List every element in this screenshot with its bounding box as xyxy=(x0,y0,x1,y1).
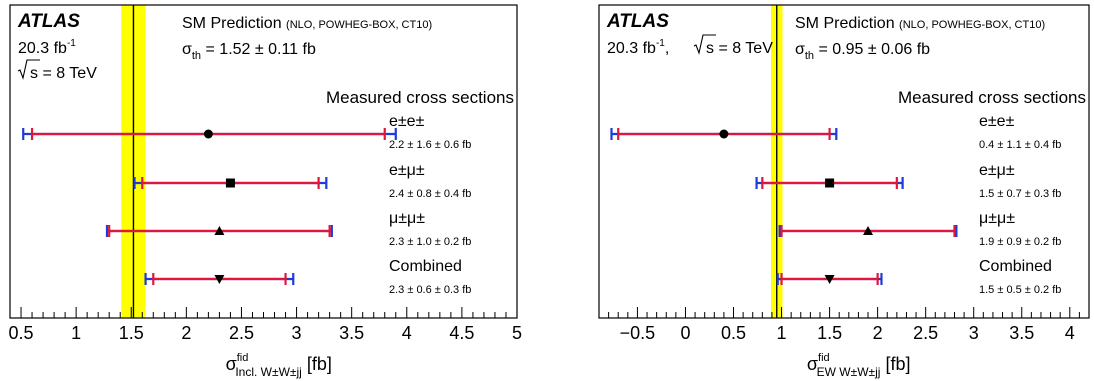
sm-prediction-value: σth = 0.95 ± 0.06 fb xyxy=(795,41,930,62)
sm-sigma-symbol: σ xyxy=(182,41,192,58)
luminosity-label: 20.3 fb-1, xyxy=(607,38,669,57)
x-axis-label: σfid EW W±W±jj [fb] xyxy=(807,352,911,379)
sm-sigma-subscript: th xyxy=(805,50,814,62)
x-tick-label: 4 xyxy=(1065,323,1075,343)
x-axis-label-superscript: fid xyxy=(818,352,830,364)
x-tick-label: 0.5 xyxy=(721,323,746,343)
x-tick-label: 1.5 xyxy=(817,323,842,343)
x-tick-label: 3 xyxy=(292,323,302,343)
x-tick-label: 2.5 xyxy=(913,323,938,343)
x-axis-label-symbol: σ xyxy=(807,354,818,374)
x-axis-label: σfid Incl. W±W±jj [fb] xyxy=(226,352,332,379)
x-tick-label: 0.5 xyxy=(9,323,34,343)
sm-prediction-title-main: SM Prediction xyxy=(182,15,286,32)
channel-label: Combined xyxy=(389,258,462,275)
atlas-label: ATLAS xyxy=(606,11,669,32)
x-axis-label-subscript: EW W±W±jj xyxy=(817,365,881,379)
channel-label: μ±μ± xyxy=(389,210,425,227)
x-tick-label: 2 xyxy=(873,323,883,343)
measurement-row: μ±μ± 1.9 ± 0.9 ± 0.2 fb xyxy=(778,210,1061,248)
x-tick-label: 2.5 xyxy=(229,323,254,343)
measurement-row: e±e± 2.2 ± 1.6 ± 0.6 fb xyxy=(22,113,471,151)
data-point-triangle-down xyxy=(824,275,835,284)
x-tick-label: 1.5 xyxy=(119,323,144,343)
sm-prediction-title-main: SM Prediction xyxy=(795,15,899,32)
data-point-square xyxy=(825,178,835,188)
channel-label: μ±μ± xyxy=(979,210,1015,227)
atlas-label: ATLAS xyxy=(17,11,80,32)
plot-frame xyxy=(598,4,1090,319)
channel-result: 1.5 ± 0.5 ± 0.2 fb xyxy=(979,284,1061,296)
x-tick-label: 3.5 xyxy=(1009,323,1034,343)
channel-result: 2.4 ± 0.8 ± 0.4 fb xyxy=(389,188,471,200)
luminosity-label: 20.3 fb-1 xyxy=(18,38,76,57)
channel-label: e±μ± xyxy=(979,162,1015,179)
measurement-row: Combined 1.5 ± 0.5 ± 0.2 fb xyxy=(776,258,1061,296)
channel-result: 2.3 ± 0.6 ± 0.3 fb xyxy=(389,284,471,296)
measurement-row: e±μ± 2.4 ± 0.8 ± 0.4 fb xyxy=(133,162,471,200)
x-axis-label-unit: [fb] xyxy=(880,354,910,374)
x-tick-label: 4 xyxy=(402,323,412,343)
x-tick-label: 2 xyxy=(181,323,191,343)
luminosity-exponent: -1 xyxy=(67,38,76,49)
measurement-row: e±μ± 1.5 ± 0.7 ± 0.3 fb xyxy=(755,162,1061,200)
luminosity-value: 20.3 fb xyxy=(607,40,656,57)
sqrt-sign xyxy=(17,59,40,80)
x-tick-label: −0.5 xyxy=(620,323,656,343)
sm-sigma-subscript: th xyxy=(192,50,201,62)
energy-label: s = 8 TeV xyxy=(706,40,773,57)
measurement-row: e±e± 0.4 ± 1.1 ± 0.4 fb xyxy=(610,113,1061,151)
sm-value-text: = 1.52 ± 0.11 fb xyxy=(201,41,316,58)
channel-result: 2.3 ± 1.0 ± 0.2 fb xyxy=(389,236,471,248)
data-point-circle xyxy=(719,129,729,139)
x-axis-label-unit: [fb] xyxy=(302,354,332,374)
channel-label: e±μ± xyxy=(389,162,425,179)
x-tick-label: 0 xyxy=(680,323,690,343)
channel-result: 1.5 ± 0.7 ± 0.3 fb xyxy=(979,188,1061,200)
x-tick-label: 4.5 xyxy=(449,323,474,343)
x-tick-label: 5 xyxy=(512,323,522,343)
sm-prediction-title: SM Prediction (NLO, POWHEG-BOX, CT10) xyxy=(182,15,432,32)
x-axis-label-symbol: σ xyxy=(226,354,237,374)
x-tick-label: 1 xyxy=(777,323,787,343)
measurement-row: μ±μ± 2.3 ± 1.0 ± 0.2 fb xyxy=(105,210,471,248)
sm-value-text: = 0.95 ± 0.06 fb xyxy=(814,41,930,58)
x-tick-label: 3.5 xyxy=(339,323,364,343)
measured-cross-sections-header: Measured cross sections xyxy=(326,88,514,107)
x-axis-label-subscript: Incl. W±W±jj xyxy=(235,365,302,379)
measured-cross-sections-header: Measured cross sections xyxy=(898,88,1086,107)
luminosity-value: 20.3 fb xyxy=(18,40,67,57)
energy-label: s = 8 TeV xyxy=(30,65,97,82)
x-tick-label: 3 xyxy=(969,323,979,343)
channel-result: 0.4 ± 1.1 ± 0.4 fb xyxy=(979,139,1061,151)
x-axis-label-superscript: fid xyxy=(237,352,249,364)
data-point-triangle-up xyxy=(214,226,225,235)
sm-prediction-details: (NLO, POWHEG-BOX, CT10) xyxy=(899,19,1045,31)
sm-sigma-symbol: σ xyxy=(795,41,805,58)
luminosity-separator: , xyxy=(665,40,669,57)
measurement-row: Combined 2.3 ± 0.6 ± 0.3 fb xyxy=(144,258,471,296)
channel-label: Combined xyxy=(979,258,1052,275)
x-tick-label: 1 xyxy=(71,323,81,343)
channel-label: e±e± xyxy=(389,113,425,130)
channel-result: 2.2 ± 1.6 ± 0.6 fb xyxy=(389,139,471,151)
channel-label: e±e± xyxy=(979,113,1015,130)
sqrt-sign xyxy=(693,34,716,55)
luminosity-exponent: -1 xyxy=(656,38,665,49)
data-point-triangle-up xyxy=(863,226,874,235)
sm-prediction-value: σth = 1.52 ± 0.11 fb xyxy=(182,41,316,62)
data-point-circle xyxy=(203,129,213,139)
sm-prediction-title: SM Prediction (NLO, POWHEG-BOX, CT10) xyxy=(795,15,1045,32)
sm-prediction-details: (NLO, POWHEG-BOX, CT10) xyxy=(286,19,432,31)
channel-result: 1.9 ± 0.9 ± 0.2 fb xyxy=(979,236,1061,248)
data-point-square xyxy=(225,178,235,188)
data-point-triangle-down xyxy=(214,275,225,284)
